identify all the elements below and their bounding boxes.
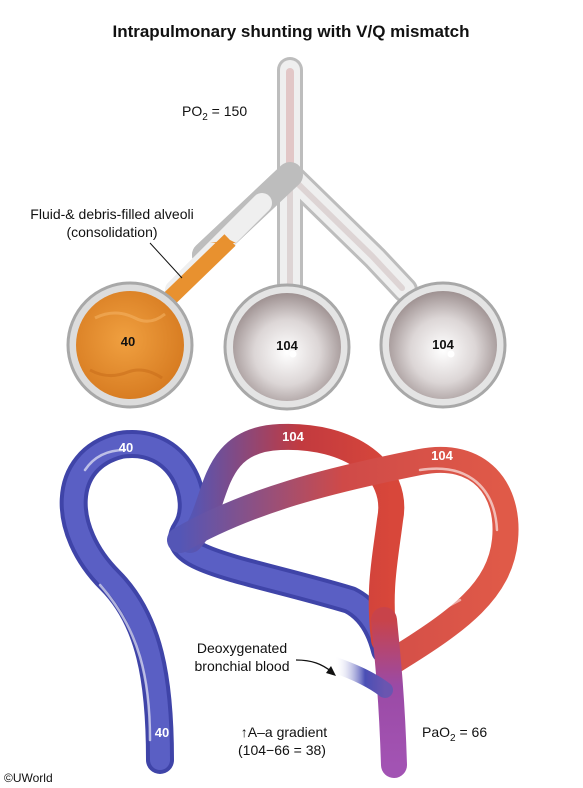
diagram-title: Intrapulmonary shunting with V/Q mismatc…: [112, 22, 469, 41]
bronchial-label-line2: bronchial blood: [195, 658, 290, 674]
capillary-network: [59, 423, 519, 778]
bronchial-arrow: [295, 659, 333, 673]
alveolus-middle-value: 104: [276, 338, 298, 353]
left-capillary-value: 40: [119, 440, 133, 455]
bronchial-label-line1: Deoxygenated: [197, 640, 287, 656]
copyright: ©UWorld: [4, 771, 53, 785]
venous-inflow-value: 40: [155, 725, 169, 740]
gradient-label-line2: (104−66 = 38): [238, 742, 326, 758]
alveolus-consolidated: 40: [66, 281, 194, 409]
consolidation-label-line1: Fluid-& debris-filled alveoli: [30, 206, 193, 222]
alveolus-ventilated-middle: 104: [223, 283, 351, 411]
middle-capillary-value: 104: [282, 429, 304, 444]
consolidation-label-line2: (consolidation): [66, 224, 157, 240]
up-arrow-icon: ↑: [241, 724, 248, 740]
alveolus-consolidated-value: 40: [121, 334, 135, 349]
po2-label: PO2 = 150: [182, 103, 247, 123]
alveolus-right-value: 104: [432, 337, 454, 352]
airway-tree: [162, 57, 418, 308]
pao2-label: PaO2 = 66: [422, 724, 487, 744]
right-capillary-value: 104: [431, 448, 453, 463]
gradient-label-line1: ↑A–a gradient: [241, 724, 328, 740]
bronchial-arrowhead-icon: [326, 666, 336, 676]
consolidation-pointer: [149, 242, 183, 279]
alveolus-ventilated-right: 104: [379, 281, 507, 409]
